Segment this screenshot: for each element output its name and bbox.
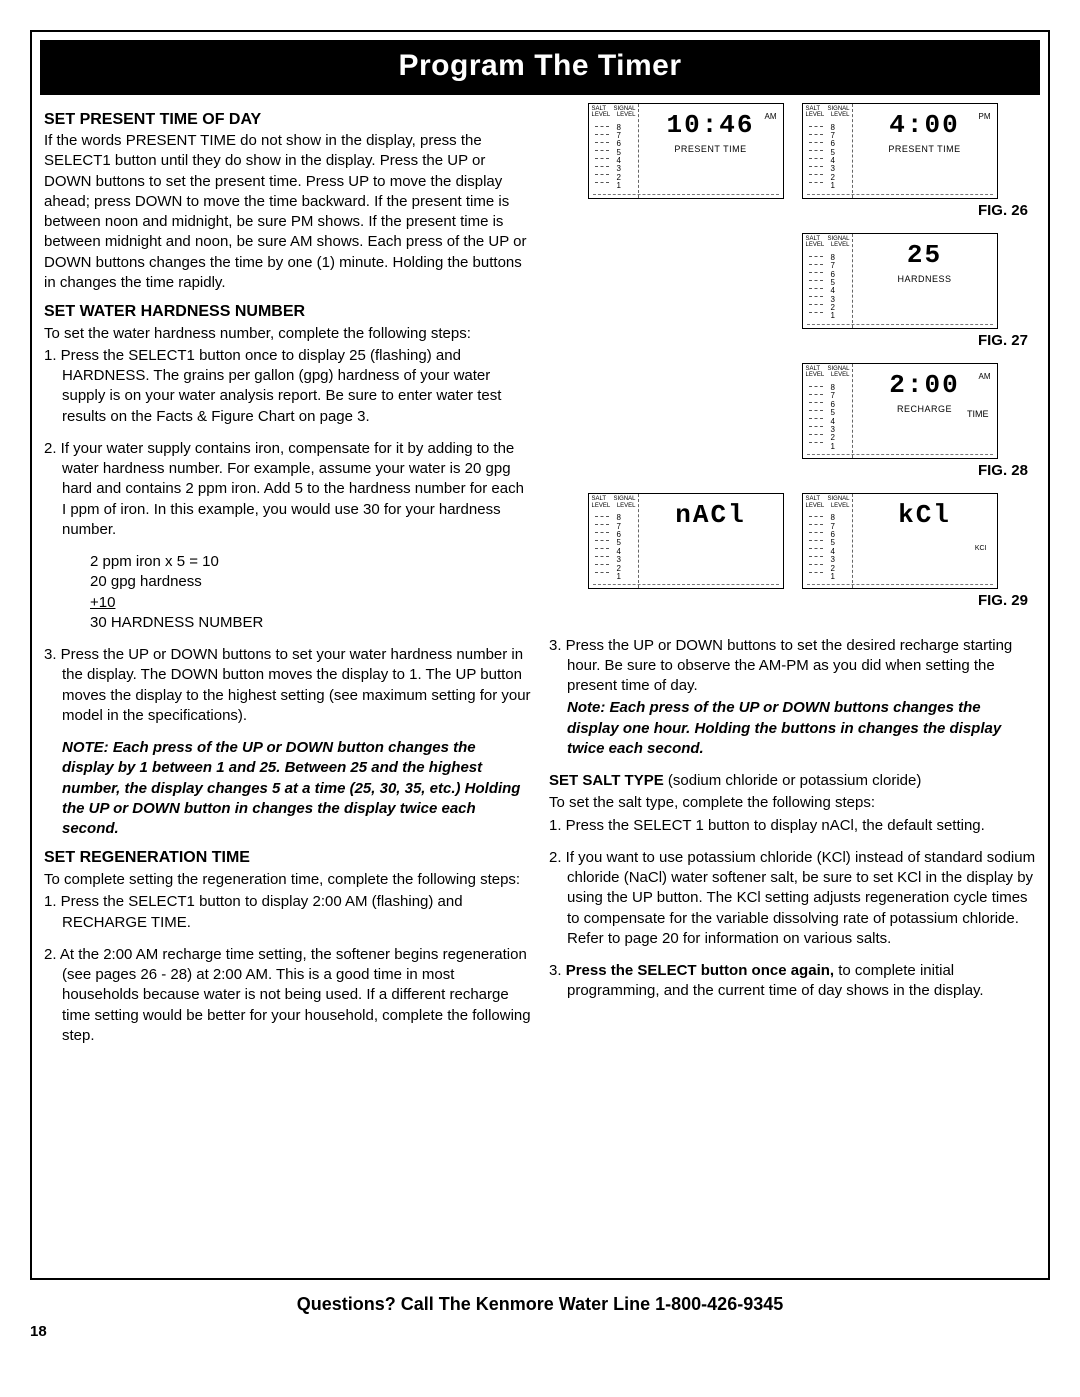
calc-line-1: 2 ppm iron x 5 = 10 — [90, 552, 531, 572]
lcd-label: PRESENT TIME — [674, 143, 746, 155]
calc-line-3: +10 — [90, 593, 270, 613]
content-columns: SET PRESENT TIME OF DAY If the words PRE… — [40, 95, 1040, 1059]
lcd-ampm: PM — [979, 112, 991, 123]
set-time-heading: SET PRESENT TIME OF DAY — [44, 109, 531, 131]
lcd-label2: TIME — [967, 408, 989, 420]
footer-line: Questions? Call The Kenmore Water Line 1… — [30, 1292, 1050, 1316]
page-frame: Program The Timer SET PRESENT TIME OF DA… — [30, 30, 1050, 1280]
lcd-fig26-am: SALTSIGNAL LEVELLEVEL 87654321 10:46 AM … — [588, 103, 784, 199]
calc-line-4: 30 HARDNESS NUMBER — [90, 613, 531, 633]
right-column: SALTSIGNAL LEVELLEVEL 87654321 10:46 AM … — [549, 101, 1036, 1059]
salt-heading: SET SALT TYPE (sodium chloride or potass… — [549, 771, 1036, 791]
regen-step3-list: 3. Press the UP or DOWN buttons to set t… — [549, 636, 1036, 760]
lcd-seg: kCl — [898, 498, 951, 533]
left-column: SET PRESENT TIME OF DAY If the words PRE… — [44, 101, 531, 1059]
lcd-seg: 25 — [907, 238, 942, 273]
lcd-label: PRESENT TIME — [888, 143, 960, 155]
lcd-label: RECHARGE — [897, 403, 952, 415]
regen-heading: SET REGENERATION TIME — [44, 847, 531, 869]
lcd-fig28: SALTSIGNAL LEVELLEVEL 87654321 2:00 AM R… — [802, 363, 998, 459]
lcd-fig26-pm: SALTSIGNAL LEVELLEVEL 87654321 4:00 PM P… — [802, 103, 998, 199]
fig28-caption: FIG. 28 — [549, 461, 1028, 481]
lcd-seg: 10:46 — [666, 108, 754, 143]
fig-28-row: SALTSIGNAL LEVELLEVEL 87654321 2:00 AM R… — [549, 363, 1036, 459]
regen-note: Note: Each press of the UP or DOWN butto… — [567, 698, 1036, 759]
regen-step-1: 1. Press the SELECT1 button to display 2… — [44, 892, 531, 933]
hardness-step-3: 3. Press the UP or DOWN buttons to set y… — [44, 645, 531, 726]
salt-step-1: 1. Press the SELECT 1 button to display … — [549, 816, 1036, 836]
hardness-steps: 1. Press the SELECT1 button once to disp… — [44, 346, 531, 540]
calc-line-2: 20 gpg hardness — [90, 572, 531, 592]
fig27-caption: FIG. 27 — [549, 331, 1028, 351]
hardness-step-2: 2. If your water supply contains iron, c… — [44, 439, 531, 540]
salt-step-2: 2. If you want to use potassium chloride… — [549, 848, 1036, 949]
regen-intro: To complete setting the regeneration tim… — [44, 870, 531, 890]
hardness-heading: SET WATER HARDNESS NUMBER — [44, 301, 531, 323]
lcd-label: HARDNESS — [897, 273, 951, 285]
page-number: 18 — [30, 1322, 1050, 1342]
regen-step-3: 3. Press the UP or DOWN buttons to set t… — [549, 636, 1036, 760]
regen-step-2: 2. At the 2:00 AM recharge time setting,… — [44, 945, 531, 1046]
section-title-bar: Program The Timer — [40, 40, 1040, 95]
hardness-intro: To set the water hardness number, comple… — [44, 324, 531, 344]
regen-steps: 1. Press the SELECT1 button to display 2… — [44, 892, 531, 1046]
fig-27-row: SALTSIGNAL LEVELLEVEL 87654321 25 HARDNE… — [549, 233, 1036, 329]
set-time-body: If the words PRESENT TIME do not show in… — [44, 131, 531, 293]
fig-29-row: SALTSIGNAL LEVELLEVEL 87654321 nACl SALT… — [549, 493, 1036, 589]
hardness-note: NOTE: Each press of the UP or DOWN butto… — [62, 738, 531, 839]
fig26-caption: FIG. 26 — [549, 201, 1028, 221]
lcd-ampm: AM — [765, 112, 777, 123]
lcd-seg: 4:00 — [889, 108, 959, 143]
hardness-calc: 2 ppm iron x 5 = 10 20 gpg hardness +10 … — [90, 552, 531, 633]
hardness-step-1: 1. Press the SELECT1 button once to disp… — [44, 346, 531, 427]
lcd-fig29-kcl: SALTSIGNAL LEVELLEVEL 87654321 kCl KCI — [802, 493, 998, 589]
lcd-seg: nACl — [675, 498, 745, 533]
salt-intro: To set the salt type, complete the follo… — [549, 793, 1036, 813]
lcd-tiny: KCI — [975, 544, 987, 553]
salt-step-3: 3. Press the SELECT button once again, t… — [549, 961, 1036, 1002]
fig29-caption: FIG. 29 — [549, 591, 1028, 611]
salt-steps: 1. Press the SELECT 1 button to display … — [549, 816, 1036, 1002]
lcd-fig29-nacl: SALTSIGNAL LEVELLEVEL 87654321 nACl — [588, 493, 784, 589]
fig-26-row: SALTSIGNAL LEVELLEVEL 87654321 10:46 AM … — [549, 103, 1036, 199]
hardness-step3-list: 3. Press the UP or DOWN buttons to set y… — [44, 645, 531, 726]
lcd-seg: 2:00 — [889, 368, 959, 403]
lcd-ampm: AM — [979, 372, 991, 383]
lcd-fig27: SALTSIGNAL LEVELLEVEL 87654321 25 HARDNE… — [802, 233, 998, 329]
